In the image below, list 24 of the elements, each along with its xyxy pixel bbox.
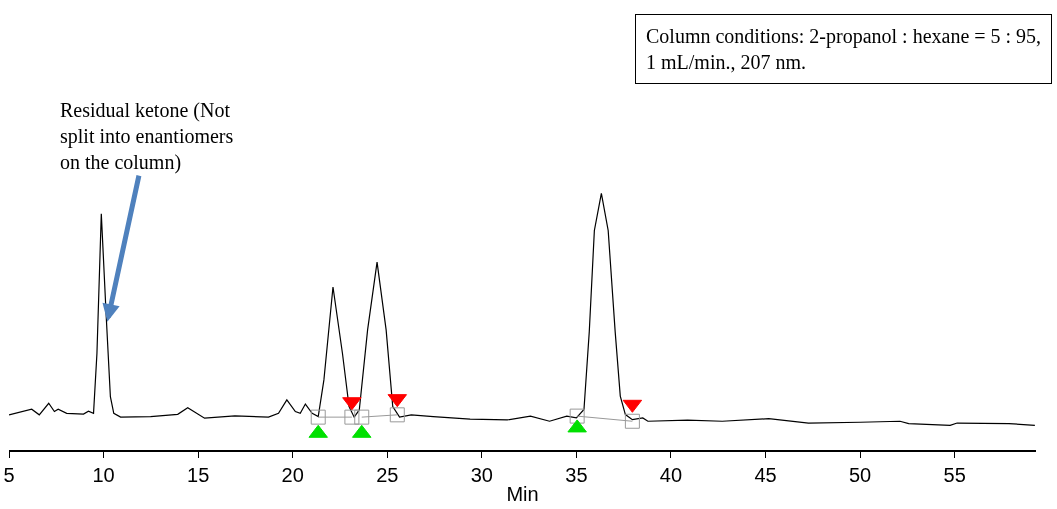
point — [569, 408, 585, 424]
point — [567, 419, 587, 433]
x-tick-label: 15 — [187, 464, 210, 486]
x-tick-label: 55 — [943, 464, 966, 486]
x-tick-label: 45 — [754, 464, 777, 486]
point — [352, 424, 372, 438]
point — [389, 407, 405, 423]
point — [308, 424, 328, 438]
x-axis-title: Min — [506, 483, 539, 505]
point — [310, 409, 326, 425]
point — [342, 397, 362, 411]
x-tick-label: 5 — [3, 464, 15, 486]
point — [344, 409, 360, 425]
x-tick-label: 50 — [848, 464, 872, 486]
x-tick-label: 25 — [376, 464, 399, 486]
x-tick-label: 35 — [565, 464, 588, 486]
x-tick-label: 10 — [92, 464, 115, 486]
text: Column conditions: 2-propanol : hexane = 5 : 95, 1 mL/min., 207 nm. — [646, 25, 1042, 73]
point — [624, 413, 640, 429]
x-tick-label: 40 — [659, 464, 683, 486]
annotation: Residual ketone (Not split into enantiomers on the column) — [60, 99, 234, 174]
x-tick-label: 20 — [281, 464, 304, 486]
point — [354, 409, 370, 425]
x-tick-label: 30 — [470, 464, 493, 486]
